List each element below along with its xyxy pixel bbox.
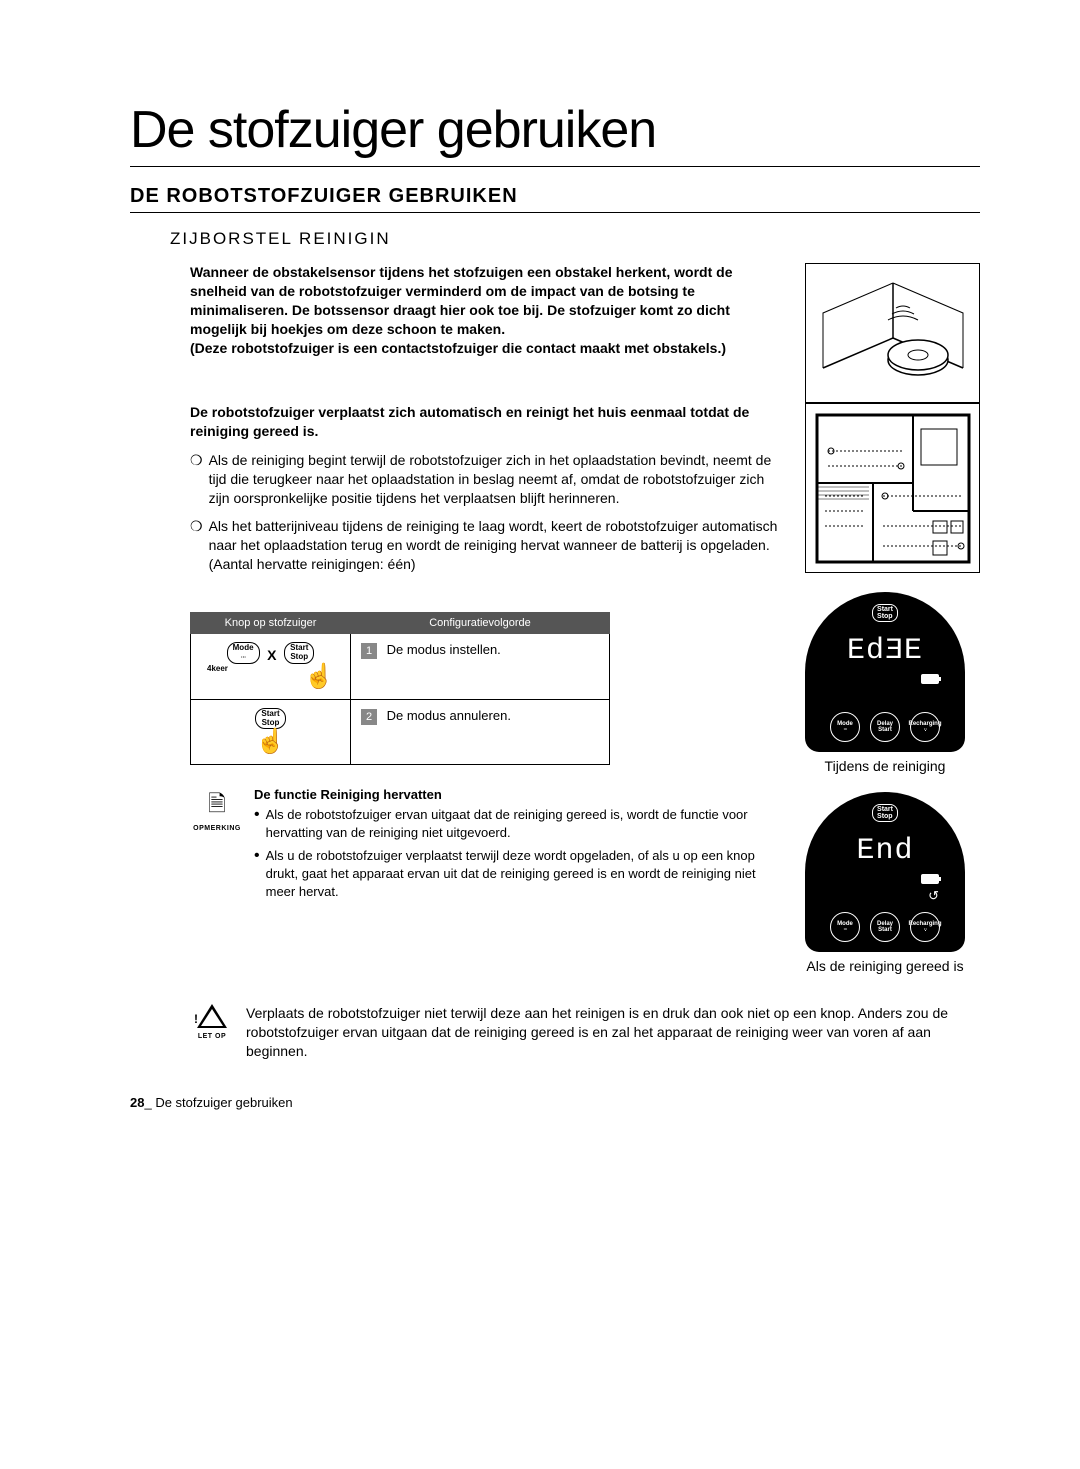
table-row: Mode · · · X Start Stop 4keer ☝ xyxy=(191,634,610,700)
step-number-badge: 1 xyxy=(361,643,377,659)
bullet-item: ❍ Als de reiniging begint terwijl de rob… xyxy=(190,451,785,508)
start-stop-indicator: StartStop xyxy=(872,604,898,622)
subsection-title: ZIJBORSTEL REINIGIN xyxy=(170,229,980,249)
table-row: Start Stop ☝ 2 De modus annuleren. xyxy=(191,699,610,765)
step-number-badge: 2 xyxy=(361,709,377,725)
start-stop-button-icon: Start Stop xyxy=(284,642,314,664)
note-item: •Als u de robotstofzuiger verplaatst ter… xyxy=(254,847,770,900)
hand-pointer-icon: ☝ xyxy=(201,727,340,756)
return-icon: ↺ xyxy=(928,888,939,904)
chapter-title: De stofzuiger gebruiken xyxy=(130,100,980,167)
mode-button-icon: Mode · · · xyxy=(227,642,260,664)
display-caption: Tijdens de reiniging xyxy=(790,758,980,774)
times-icon: X xyxy=(267,647,276,663)
start-stop-button-icon: Start Stop xyxy=(255,708,285,730)
delay-start-indicator: DelayStart xyxy=(870,712,900,742)
display-panel-cleaning: StartStop EdƎE Mode··· DelayStart Rechar… xyxy=(805,592,965,752)
display-caption: Als de reiniging gereed is xyxy=(790,958,980,974)
battery-icon xyxy=(921,674,939,684)
display-readout: End xyxy=(856,834,913,868)
note-item: •Als de robotstofzuiger ervan uitgaat da… xyxy=(254,806,770,841)
recharging-indicator: Recharging·.· xyxy=(910,712,940,742)
note-icon: 🗎 xyxy=(208,791,226,816)
battery-icon xyxy=(921,874,939,884)
bullet-text: Als het batterijniveau tijdens de reinig… xyxy=(209,517,785,574)
bullet-text: Als de reiniging begint terwijl de robot… xyxy=(209,451,785,508)
recharging-indicator: Recharging·.· xyxy=(910,912,940,942)
figure-floorplan xyxy=(805,403,980,573)
mode-indicator: Mode··· xyxy=(830,912,860,942)
caution-label: LET OP xyxy=(190,1033,234,1040)
section-title: DE ROBOTSTOFZUIGER GEBRUIKEN xyxy=(130,185,980,213)
hand-pointer-icon: ☝ xyxy=(304,662,334,691)
display-panel-end: StartStop End ↺ Mode··· DelayStart Recha… xyxy=(805,792,965,952)
page-footer: 28_ De stofzuiger gebruiken xyxy=(130,1095,980,1110)
bullet-mark: ❍ xyxy=(190,517,203,574)
mode-indicator: Mode··· xyxy=(830,712,860,742)
config-table: Knop op stofzuiger Configuratievolgorde … xyxy=(190,612,610,765)
table-header: Knop op stofzuiger xyxy=(191,613,351,634)
figure-robot-corner xyxy=(805,263,980,403)
step-text: De modus annuleren. xyxy=(387,708,511,723)
start-stop-indicator: StartStop xyxy=(872,804,898,822)
display-readout: EdƎE xyxy=(847,634,923,668)
caution-text: Verplaats de robotstofzuiger niet terwij… xyxy=(246,1004,980,1061)
bullet-mark: ❍ xyxy=(190,451,203,508)
bullet-item: ❍ Als het batterijniveau tijdens de rein… xyxy=(190,517,785,574)
delay-start-indicator: DelayStart xyxy=(870,912,900,942)
table-header: Configuratievolgorde xyxy=(351,613,610,634)
note-title: De functie Reiniging hervatten xyxy=(254,787,770,802)
press-count-label: 4keer xyxy=(207,664,228,691)
note-label: OPMERKING xyxy=(190,825,244,832)
step-text: De modus instellen. xyxy=(387,642,501,657)
caution-icon xyxy=(197,1004,227,1028)
intro-paragraph-1: Wanneer de obstakelsensor tijdens het st… xyxy=(190,263,785,357)
intro-paragraph-2: De robotstofzuiger verplaatst zich autom… xyxy=(190,403,785,441)
